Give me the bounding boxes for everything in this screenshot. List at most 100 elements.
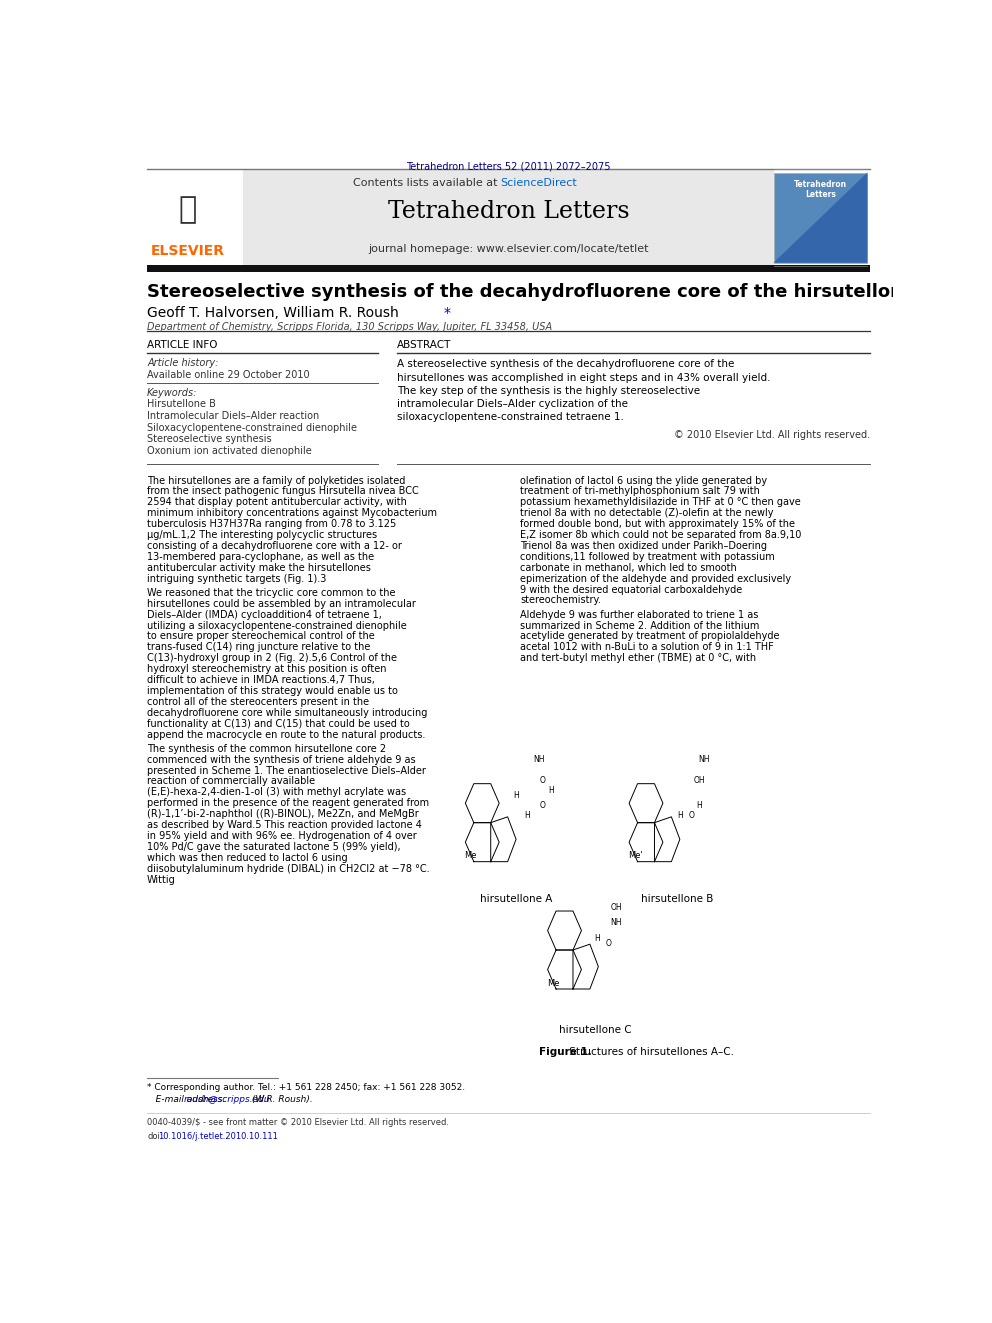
Text: E,Z isomer 8b which could not be separated from 8a.9,10: E,Z isomer 8b which could not be separat…: [520, 531, 802, 540]
Text: Geoff T. Halvorsen, William R. Roush: Geoff T. Halvorsen, William R. Roush: [147, 307, 399, 320]
Text: Me': Me': [628, 852, 643, 860]
Text: in 95% yield and with 96% ee. Hydrogenation of 4 over: in 95% yield and with 96% ee. Hydrogenat…: [147, 831, 417, 841]
Text: hirsutellone C: hirsutellone C: [558, 1024, 632, 1035]
Text: Figure 1.: Figure 1.: [540, 1046, 592, 1057]
Text: Me: Me: [547, 979, 559, 988]
Text: © 2010 Elsevier Ltd. All rights reserved.: © 2010 Elsevier Ltd. All rights reserved…: [674, 430, 870, 439]
Text: functionality at C(13) and C(15) that could be used to: functionality at C(13) and C(15) that co…: [147, 718, 410, 729]
Text: acetal 1012 with n-BuLi to a solution of 9 in 1:1 THF: acetal 1012 with n-BuLi to a solution of…: [520, 643, 774, 652]
Text: epimerization of the aldehyde and provided exclusively: epimerization of the aldehyde and provid…: [520, 574, 791, 583]
Text: We reasoned that the tricyclic core common to the: We reasoned that the tricyclic core comm…: [147, 587, 396, 598]
Text: H: H: [677, 811, 682, 820]
Text: potassium hexamethyldisilazide in THF at 0 °C then gave: potassium hexamethyldisilazide in THF at…: [520, 497, 801, 508]
Text: implementation of this strategy would enable us to: implementation of this strategy would en…: [147, 685, 398, 696]
Text: from the insect pathogenic fungus Hirsutella nivea BCC: from the insect pathogenic fungus Hirsut…: [147, 487, 419, 496]
Text: formed double bond, but with approximately 15% of the: formed double bond, but with approximate…: [520, 519, 795, 529]
Text: roush@scripps.edu: roush@scripps.edu: [184, 1095, 270, 1103]
Text: Diels–Alder (IMDA) cycloaddition4 of tetraene 1,: Diels–Alder (IMDA) cycloaddition4 of tet…: [147, 610, 382, 619]
Text: intriguing synthetic targets (Fig. 1).3: intriguing synthetic targets (Fig. 1).3: [147, 574, 326, 583]
Bar: [147, 265, 870, 271]
Text: journal homepage: www.elsevier.com/locate/tetlet: journal homepage: www.elsevier.com/locat…: [368, 243, 649, 254]
Text: *: *: [443, 307, 450, 320]
Text: Hirsutellone B: Hirsutellone B: [147, 400, 216, 409]
Text: trienol 8a with no detectable (Z)-olefin at the newly: trienol 8a with no detectable (Z)-olefin…: [520, 508, 774, 519]
Text: E-mail address:: E-mail address:: [147, 1095, 228, 1103]
Text: intramolecular Diels–Alder cyclization of the: intramolecular Diels–Alder cyclization o…: [397, 400, 628, 409]
Text: 10.1016/j.tetlet.2010.10.111: 10.1016/j.tetlet.2010.10.111: [158, 1131, 278, 1140]
Text: (R)-1,1’-bi-2-naphthol ((R)-BINOL), Me2Zn, and MeMgBr: (R)-1,1’-bi-2-naphthol ((R)-BINOL), Me2Z…: [147, 810, 419, 819]
Bar: [450, 740, 601, 908]
Text: Stereoselective synthesis of the decahydrofluorene core of the hirsutellones: Stereoselective synthesis of the decahyd…: [147, 283, 926, 302]
Text: O: O: [605, 938, 611, 947]
Bar: [243, 169, 774, 266]
Text: 13-membered para-cyclophane, as well as the: 13-membered para-cyclophane, as well as …: [147, 552, 374, 562]
Text: Available online 29 October 2010: Available online 29 October 2010: [147, 369, 310, 380]
Text: hirsutellone A: hirsutellone A: [480, 894, 553, 904]
Text: NH: NH: [534, 755, 545, 765]
Text: ScienceDirect: ScienceDirect: [501, 177, 577, 188]
Text: The synthesis of the common hirsutellone core 2: The synthesis of the common hirsutellone…: [147, 744, 386, 754]
Text: H: H: [525, 811, 531, 820]
Text: H: H: [548, 786, 554, 795]
Text: performed in the presence of the reagent generated from: performed in the presence of the reagent…: [147, 798, 430, 808]
Bar: [147, 169, 243, 266]
Text: NH: NH: [698, 755, 710, 765]
Text: consisting of a decahydrofluorene core with a 12- or: consisting of a decahydrofluorene core w…: [147, 541, 402, 550]
Text: C(13)-hydroxyl group in 2 (Fig. 2).5,6 Control of the: C(13)-hydroxyl group in 2 (Fig. 2).5,6 C…: [147, 654, 397, 663]
Text: A stereoselective synthesis of the decahydrofluorene core of the: A stereoselective synthesis of the decah…: [397, 360, 734, 369]
Text: The hirsutellones are a family of polyketides isolated: The hirsutellones are a family of polyke…: [147, 475, 406, 486]
Text: (E,E)-hexa-2,4-dien-1-ol (3) with methyl acrylate was: (E,E)-hexa-2,4-dien-1-ol (3) with methyl…: [147, 787, 406, 798]
Text: hirsutellones was accomplished in eight steps and in 43% overall yield.: hirsutellones was accomplished in eight …: [397, 373, 771, 382]
Text: doi:: doi:: [147, 1131, 163, 1140]
Text: olefination of lactol 6 using the ylide generated by: olefination of lactol 6 using the ylide …: [520, 475, 767, 486]
Text: to ensure proper stereochemical control of the: to ensure proper stereochemical control …: [147, 631, 375, 642]
Text: Trienol 8a was then oxidized under Parikh–Doering: Trienol 8a was then oxidized under Parik…: [520, 541, 767, 550]
Text: O: O: [540, 802, 546, 810]
Text: presented in Scheme 1. The enantioselective Diels–Alder: presented in Scheme 1. The enantioselect…: [147, 766, 426, 775]
Text: 🌳: 🌳: [179, 196, 197, 224]
Text: O: O: [688, 811, 694, 820]
Text: (W.R. Roush).: (W.R. Roush).: [249, 1095, 312, 1103]
Text: append the macrocycle en route to the natural products.: append the macrocycle en route to the na…: [147, 729, 426, 740]
Text: Article history:: Article history:: [147, 359, 218, 368]
Text: H: H: [513, 791, 519, 800]
Text: and tert-butyl methyl ether (TBME) at 0 °C, with: and tert-butyl methyl ether (TBME) at 0 …: [520, 654, 756, 663]
Text: Tetrahedron Letters: Tetrahedron Letters: [388, 200, 629, 224]
Text: Department of Chemistry, Scripps Florida, 130 Scripps Way, Jupiter, FL 33458, US: Department of Chemistry, Scripps Florida…: [147, 321, 553, 332]
Text: NH: NH: [610, 918, 622, 927]
Text: Stereoselective synthesis: Stereoselective synthesis: [147, 434, 272, 445]
Text: Tetrahedron Letters 52 (2011) 2072–2075: Tetrahedron Letters 52 (2011) 2072–2075: [406, 161, 611, 171]
Text: O: O: [540, 775, 546, 785]
Text: Oxonium ion activated dienophile: Oxonium ion activated dienophile: [147, 446, 311, 456]
Text: Me: Me: [464, 852, 477, 860]
Text: 9 with the desired equatorial carboxaldehyde: 9 with the desired equatorial carboxalde…: [520, 585, 742, 594]
Text: control all of the stereocenters present in the: control all of the stereocenters present…: [147, 697, 369, 706]
Text: diisobutylaluminum hydride (DIBAL) in CH2Cl2 at −78 °C.: diisobutylaluminum hydride (DIBAL) in CH…: [147, 864, 430, 873]
Text: carbonate in methanol, which led to smooth: carbonate in methanol, which led to smoo…: [520, 562, 737, 573]
Text: * Corresponding author. Tel.: +1 561 228 2450; fax: +1 561 228 3052.: * Corresponding author. Tel.: +1 561 228…: [147, 1082, 465, 1091]
Text: as described by Ward.5 This reaction provided lactone 4: as described by Ward.5 This reaction pro…: [147, 820, 422, 830]
Text: reaction of commercially available: reaction of commercially available: [147, 777, 315, 786]
Text: Aldehyde 9 was further elaborated to triene 1 as: Aldehyde 9 was further elaborated to tri…: [520, 610, 758, 619]
Text: siloxacyclopentene-constrained tetraene 1.: siloxacyclopentene-constrained tetraene …: [397, 413, 624, 422]
Text: antitubercular activity make the hirsutellones: antitubercular activity make the hirsute…: [147, 562, 371, 573]
Text: utilizing a siloxacyclopentene-constrained dienophile: utilizing a siloxacyclopentene-constrain…: [147, 620, 407, 631]
Text: Structures of hirsutellones A–C.: Structures of hirsutellones A–C.: [566, 1046, 734, 1057]
Text: H: H: [595, 934, 600, 942]
Text: OH: OH: [693, 775, 705, 785]
Text: minimum inhibitory concentrations against Mycobacterium: minimum inhibitory concentrations agains…: [147, 508, 437, 519]
Text: Tetrahedron
Letters: Tetrahedron Letters: [794, 180, 847, 198]
Text: which was then reduced to lactol 6 using: which was then reduced to lactol 6 using: [147, 853, 347, 863]
Text: trans-fused C(14) ring juncture relative to the: trans-fused C(14) ring juncture relative…: [147, 643, 370, 652]
Text: summarized in Scheme 2. Addition of the lithium: summarized in Scheme 2. Addition of the …: [520, 620, 759, 631]
Text: 0040-4039/$ - see front matter © 2010 Elsevier Ltd. All rights reserved.: 0040-4039/$ - see front matter © 2010 El…: [147, 1118, 449, 1127]
Text: acetylide generated by treatment of propiolaldehyde: acetylide generated by treatment of prop…: [520, 631, 780, 642]
Text: ELSEVIER: ELSEVIER: [151, 243, 225, 258]
Text: hydroxyl stereochemistry at this position is often: hydroxyl stereochemistry at this positio…: [147, 664, 387, 675]
Text: 2594 that display potent antitubercular activity, with: 2594 that display potent antitubercular …: [147, 497, 407, 508]
Text: decahydrofluorene core while simultaneously introducing: decahydrofluorene core while simultaneou…: [147, 708, 428, 718]
Text: difficult to achieve in IMDA reactions.4,7 Thus,: difficult to achieve in IMDA reactions.4…: [147, 675, 375, 685]
Text: Keywords:: Keywords:: [147, 388, 197, 398]
Text: stereochemistry.: stereochemistry.: [520, 595, 601, 606]
Text: μg/mL.1,2 The interesting polycyclic structures: μg/mL.1,2 The interesting polycyclic str…: [147, 531, 377, 540]
